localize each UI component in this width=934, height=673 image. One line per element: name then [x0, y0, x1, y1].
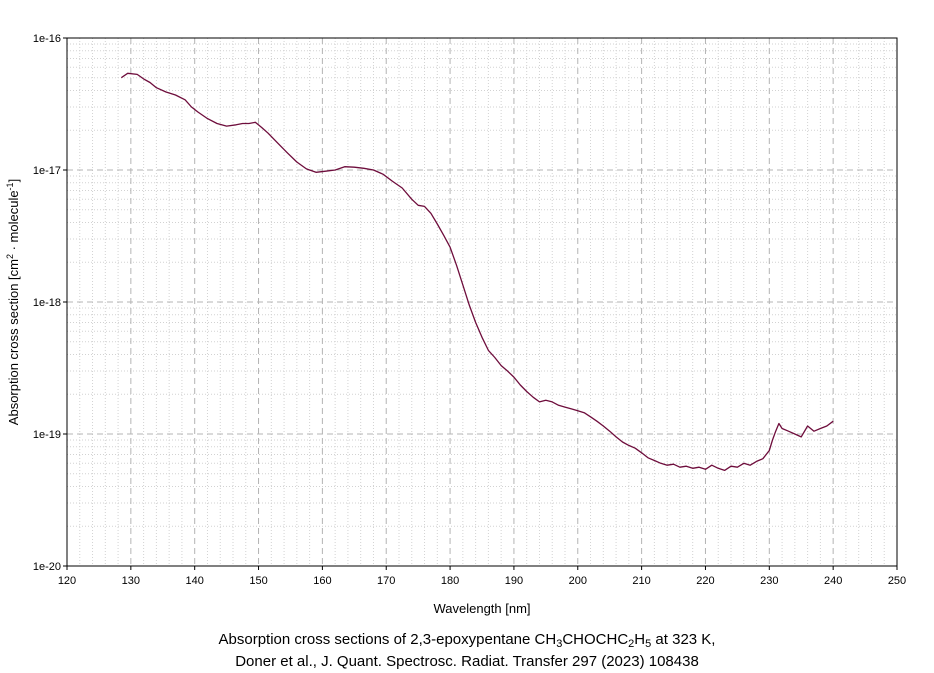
- caption-sub-c: 5: [645, 638, 652, 650]
- y-axis-label-part: · molecule: [6, 190, 21, 254]
- y-axis-label-sup: -1: [5, 182, 15, 190]
- caption-text-c: H: [634, 631, 646, 648]
- x-axis-label: Wavelength [nm]: [433, 601, 530, 616]
- x-tick-label: 140: [186, 575, 204, 587]
- series-layer: [120, 72, 834, 472]
- series-line: [120, 72, 834, 472]
- x-tick-label: 240: [824, 575, 842, 587]
- x-tick-label: 230: [760, 575, 778, 587]
- y-axis-label-sup: 2: [5, 254, 15, 259]
- chart-plot: 120 130 140 150 160 170 180 190 200 210 220 230 240 2…: [5, 33, 906, 616]
- x-tick-label: 220: [696, 575, 714, 587]
- y-tick-label: 1e-18: [33, 297, 61, 309]
- caption-line-1: Absorption cross sections of 2,3-epoxype…: [0, 631, 934, 650]
- x-tick-label: 170: [377, 575, 395, 587]
- y-tick-label: 1e-16: [33, 33, 61, 45]
- x-tick-label: 120: [58, 575, 76, 587]
- caption-text-a: Absorption cross sections of 2,3-epoxype…: [218, 631, 557, 648]
- x-tick-label: 130: [122, 575, 140, 587]
- caption-text-b: CHOCHC: [562, 631, 629, 648]
- caption-text-d: at 323 K,: [651, 631, 716, 648]
- x-axis-ticks: 120 130 140 150 160 170 180 190 200 210 220 230 240 2…: [58, 566, 906, 587]
- grid-lines: [66, 37, 898, 567]
- x-tick-label: 200: [569, 575, 587, 587]
- y-axis-label: Absorption cross section [cm2 · molecule…: [5, 179, 21, 425]
- x-tick-label: 190: [505, 575, 523, 587]
- caption-sub-b: 2: [628, 638, 635, 650]
- x-tick-label: 150: [249, 575, 267, 587]
- y-axis-label-part: Absorption cross section [cm: [6, 259, 21, 425]
- x-tick-label: 180: [441, 575, 459, 587]
- y-axis-label-part: ]: [6, 179, 21, 183]
- y-tick-label: 1e-19: [33, 429, 61, 441]
- x-tick-label: 160: [313, 575, 331, 587]
- y-tick-label: 1e-20: [33, 561, 61, 573]
- caption-line-2: Doner et al., J. Quant. Spectrosc. Radia…: [235, 653, 699, 670]
- y-axis-ticks: 1e-16 1e-17 1e-18 1e-19 1e-20: [33, 33, 67, 573]
- y-tick-label: 1e-17: [33, 165, 61, 177]
- x-tick-label: 250: [888, 575, 906, 587]
- x-tick-label: 210: [632, 575, 650, 587]
- caption-sub-a: 3: [556, 638, 563, 650]
